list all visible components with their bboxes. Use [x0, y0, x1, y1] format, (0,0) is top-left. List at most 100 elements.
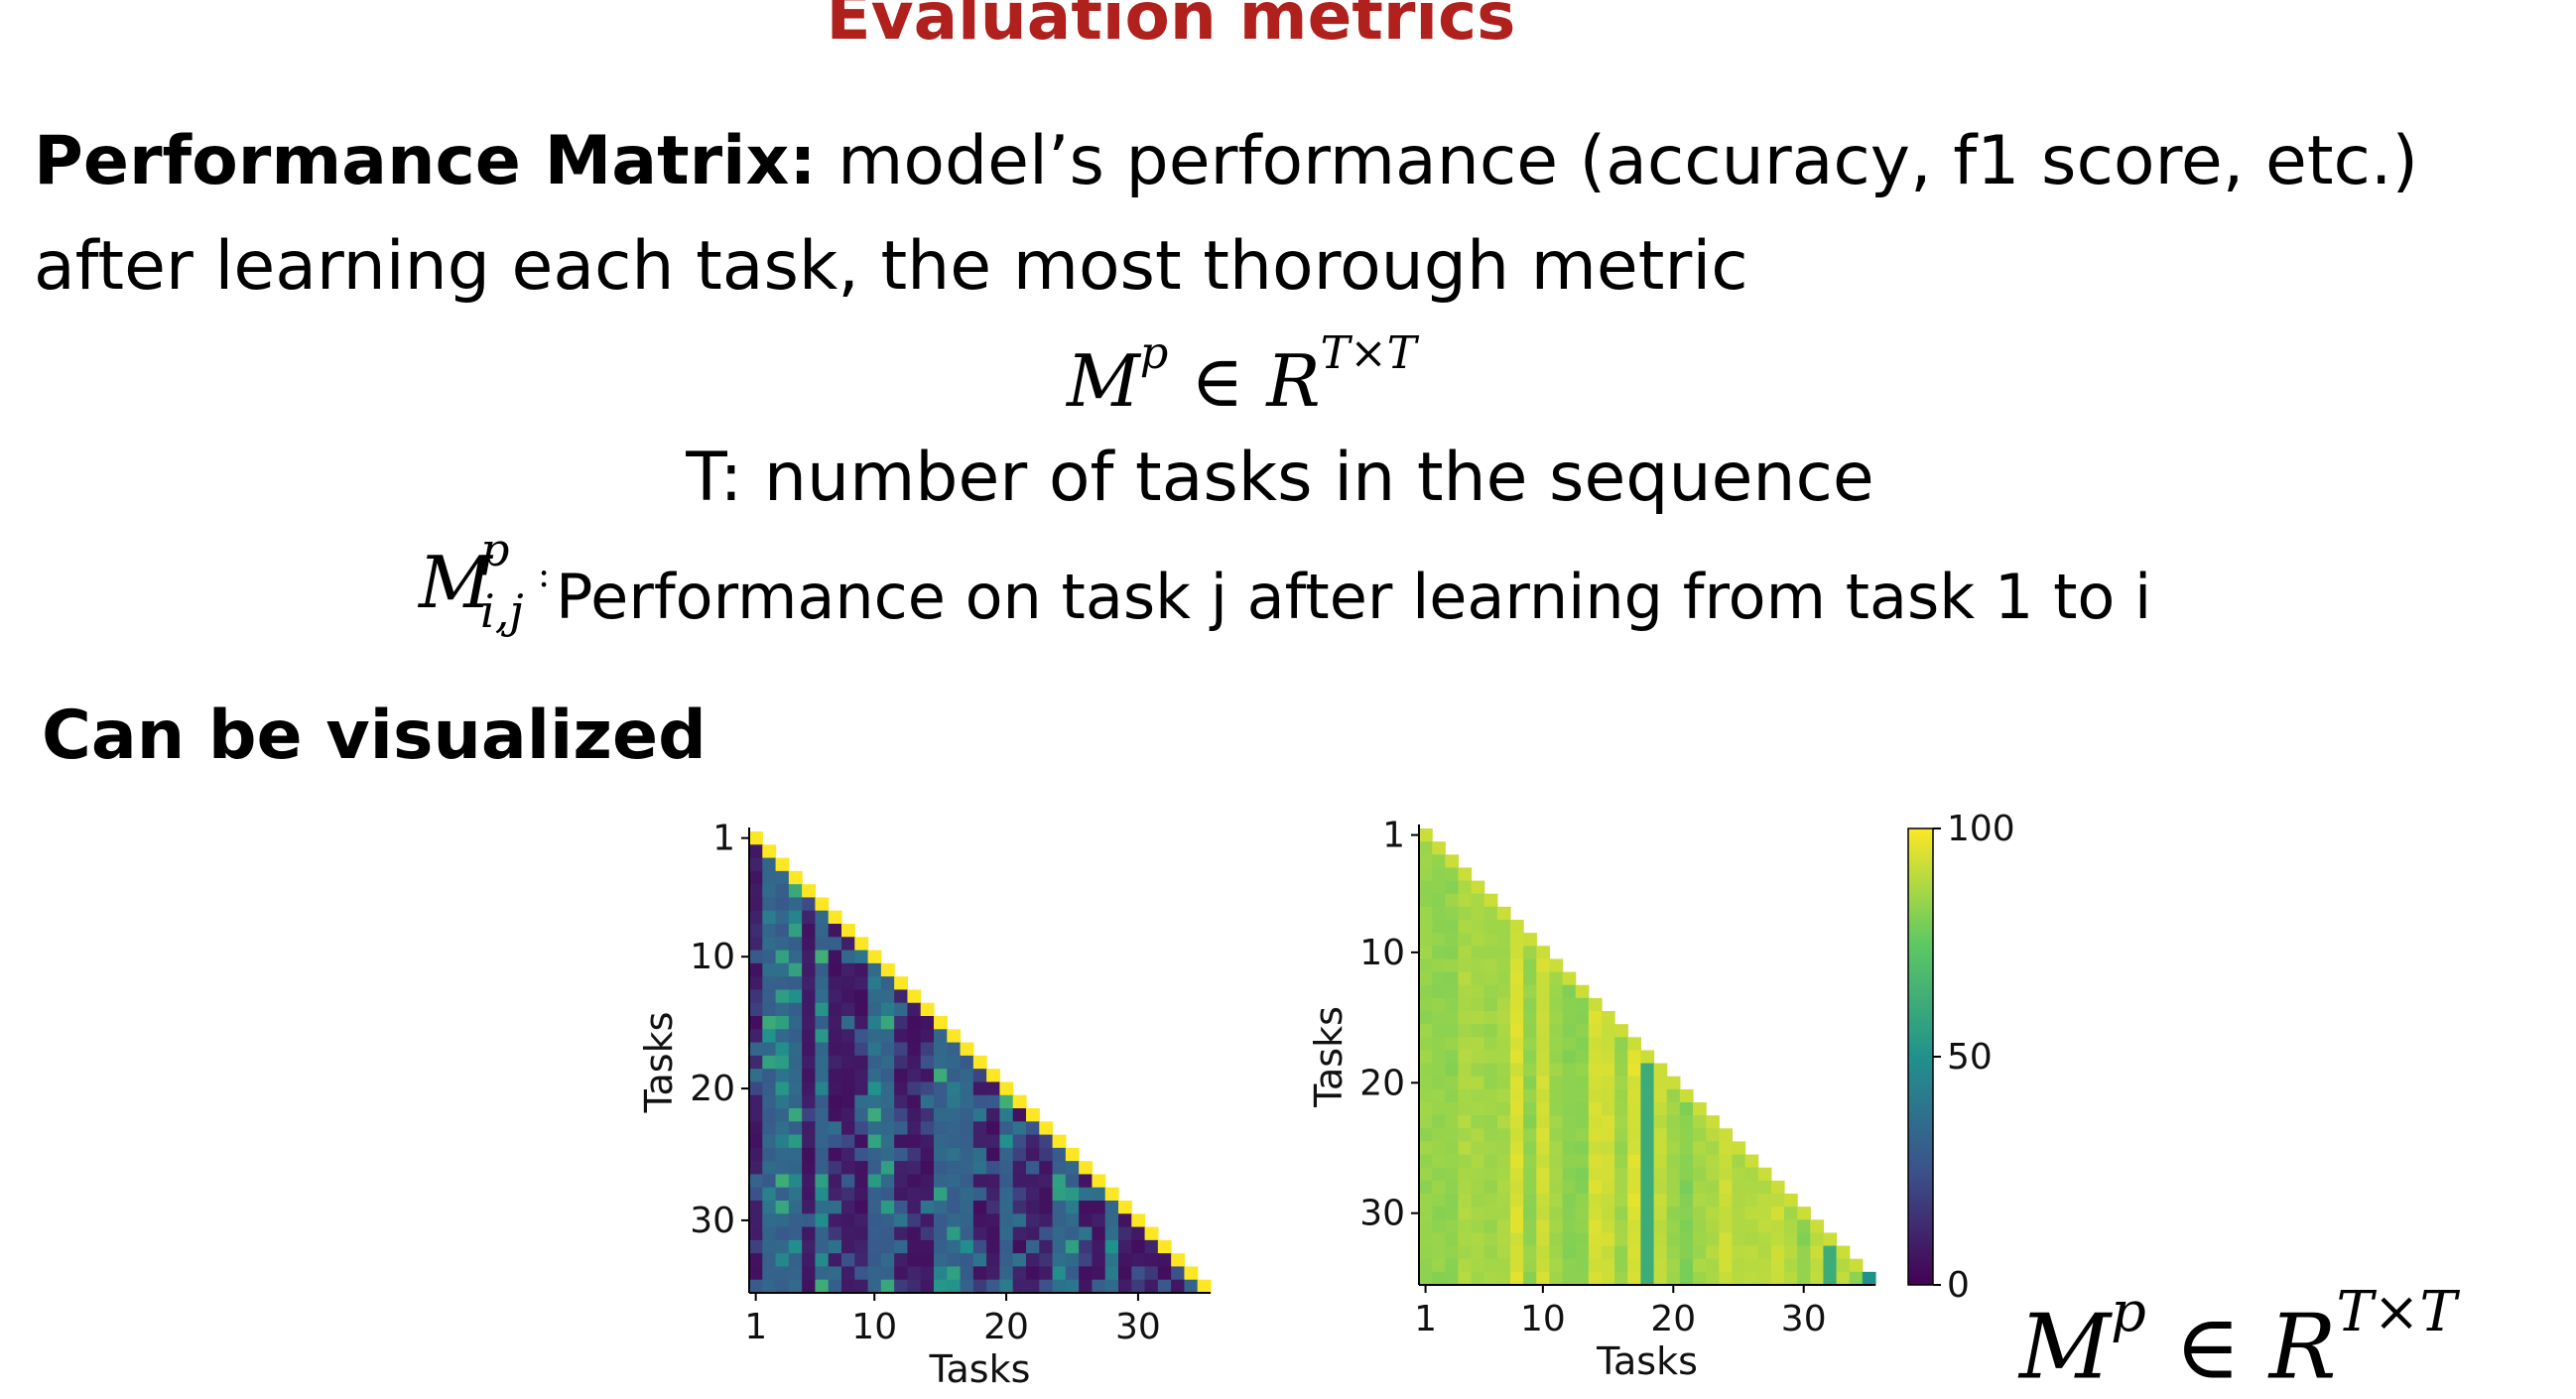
heatmap-cell: [762, 1069, 777, 1083]
x-tick-label: 20: [1650, 1299, 1696, 1339]
heatmap-cell: [1458, 1076, 1473, 1090]
heatmap-cell: [880, 1042, 895, 1057]
heatmap-cell: [1496, 1245, 1511, 1260]
heatmap-cell: [960, 1108, 974, 1122]
heatmap-cell: [788, 1239, 803, 1254]
heatmap-cell: [854, 1147, 869, 1162]
y-axis-label: Tasks: [1307, 1006, 1351, 1108]
heatmap-cell: [894, 1187, 909, 1202]
heatmap-cell: [1065, 1187, 1080, 1202]
heatmap-cell: [1131, 1213, 1146, 1228]
heatmap-cell: [1549, 1063, 1564, 1078]
heatmap-cell: [867, 1134, 882, 1149]
heatmap-cell: [1432, 933, 1446, 947]
heatmap-cell: [788, 976, 803, 991]
heatmap-cell: [1640, 1102, 1655, 1116]
heatmap-cell: [1602, 1194, 1615, 1208]
heatmap-cell: [894, 1069, 909, 1083]
heatmap-cell: [1744, 1219, 1759, 1234]
heatmap-cell: [1562, 1088, 1577, 1103]
heatmap-cell: [1640, 1271, 1655, 1286]
heatmap-cell: [1719, 1141, 1734, 1156]
heatmap-cell: [972, 1266, 987, 1281]
heatmap-cell: [1602, 1271, 1615, 1286]
heatmap-cell: [1693, 1271, 1707, 1286]
heatmap-cell: [762, 962, 777, 977]
heatmap-cell: [802, 1161, 817, 1176]
heatmap-cell: [907, 1147, 922, 1162]
heatmap-cell: [1104, 1187, 1119, 1202]
heatmap-cell: [1706, 1258, 1720, 1273]
heatmap-cell: [1157, 1253, 1172, 1268]
heatmap-cell: [1458, 867, 1473, 882]
heatmap-cell: [1719, 1219, 1734, 1234]
heatmap-cell: [1471, 1245, 1485, 1260]
heatmap-cell: [1784, 1232, 1798, 1247]
heatmap-cell: [1653, 1141, 1668, 1156]
heatmap-cell: [1757, 1219, 1772, 1234]
heatmap-cell: [1131, 1226, 1146, 1241]
heatmap-cell: [1483, 1207, 1498, 1220]
heatmap-cell: [1744, 1180, 1759, 1195]
heatmap-cell: [1419, 1076, 1433, 1090]
heatmap-cell: [999, 1213, 1014, 1228]
heatmap-cell: [1562, 971, 1577, 986]
heatmap-cell: [841, 1187, 855, 1202]
heatmap-cell: [934, 1029, 948, 1044]
heatmap-cell: [1562, 1180, 1577, 1195]
heatmap-cell: [1627, 1063, 1642, 1078]
heatmap-cell: [960, 1121, 974, 1136]
heatmap-cell: [1092, 1174, 1106, 1189]
heatmap-cell: [1744, 1154, 1759, 1169]
heatmap-cell: [815, 1279, 830, 1294]
heatmap-cell: [1849, 1258, 1864, 1273]
heatmap-cell: [880, 1161, 895, 1176]
heatmap-cell: [1471, 1194, 1485, 1208]
heatmap-cell: [1458, 1245, 1473, 1260]
heatmap-cell: [1052, 1134, 1067, 1149]
heatmap-cell: [880, 976, 895, 991]
heatmap-cell: [867, 1161, 882, 1176]
heatmap-cell: [867, 1147, 882, 1162]
heatmap-cell: [1012, 1187, 1027, 1202]
heatmap-cell: [1026, 1239, 1040, 1254]
heatmap-cell: [1471, 933, 1485, 947]
heatmap-cell: [762, 1201, 777, 1214]
heatmap-cell: [1065, 1266, 1080, 1281]
heatmap-cell: [815, 1161, 830, 1176]
heatmap-cell: [1732, 1154, 1746, 1169]
heatmap-cell: [1627, 1088, 1642, 1103]
heatmap-cell: [1719, 1154, 1734, 1169]
heatmap-cell: [986, 1121, 1001, 1136]
heatmap-cell: [1536, 1088, 1551, 1103]
heatmap-cell: [749, 976, 763, 991]
heatmap-cell: [1458, 1037, 1473, 1052]
heatmap-cell: [1602, 1115, 1615, 1129]
heatmap-cell: [867, 1266, 882, 1281]
heatmap-cell: [920, 1213, 935, 1228]
heatmap-cell: [1445, 880, 1460, 895]
heatmap-cell: [762, 976, 777, 991]
heatmap-cell: [775, 1134, 790, 1149]
heatmap-cell: [1679, 1167, 1694, 1182]
heatmap-cell: [1562, 1154, 1577, 1169]
heatmap-cell: [802, 1226, 817, 1241]
heatmap-cell: [894, 1253, 909, 1268]
heatmap-cell: [1432, 1219, 1446, 1234]
heatmap-cell: [1562, 1076, 1577, 1090]
heatmap-cell: [1458, 1271, 1473, 1286]
heatmap-cell: [1549, 1245, 1564, 1260]
heatmap-cell: [1458, 1011, 1473, 1025]
heatmap-cell: [749, 962, 763, 977]
heatmap-cell: [841, 1029, 855, 1044]
heatmap-cell: [1523, 1011, 1537, 1025]
heatmap-cell: [762, 1081, 777, 1096]
heatmap-cell: [1719, 1194, 1734, 1208]
heatmap-cell: [1575, 997, 1590, 1012]
heatmap-cell: [934, 1239, 948, 1254]
heatmap-cell: [1445, 1063, 1460, 1078]
heatmap-cell: [920, 1055, 935, 1070]
heatmap-cell: [1118, 1226, 1132, 1241]
heatmap-cell: [1144, 1239, 1159, 1254]
heatmap-cell: [1510, 1219, 1524, 1234]
